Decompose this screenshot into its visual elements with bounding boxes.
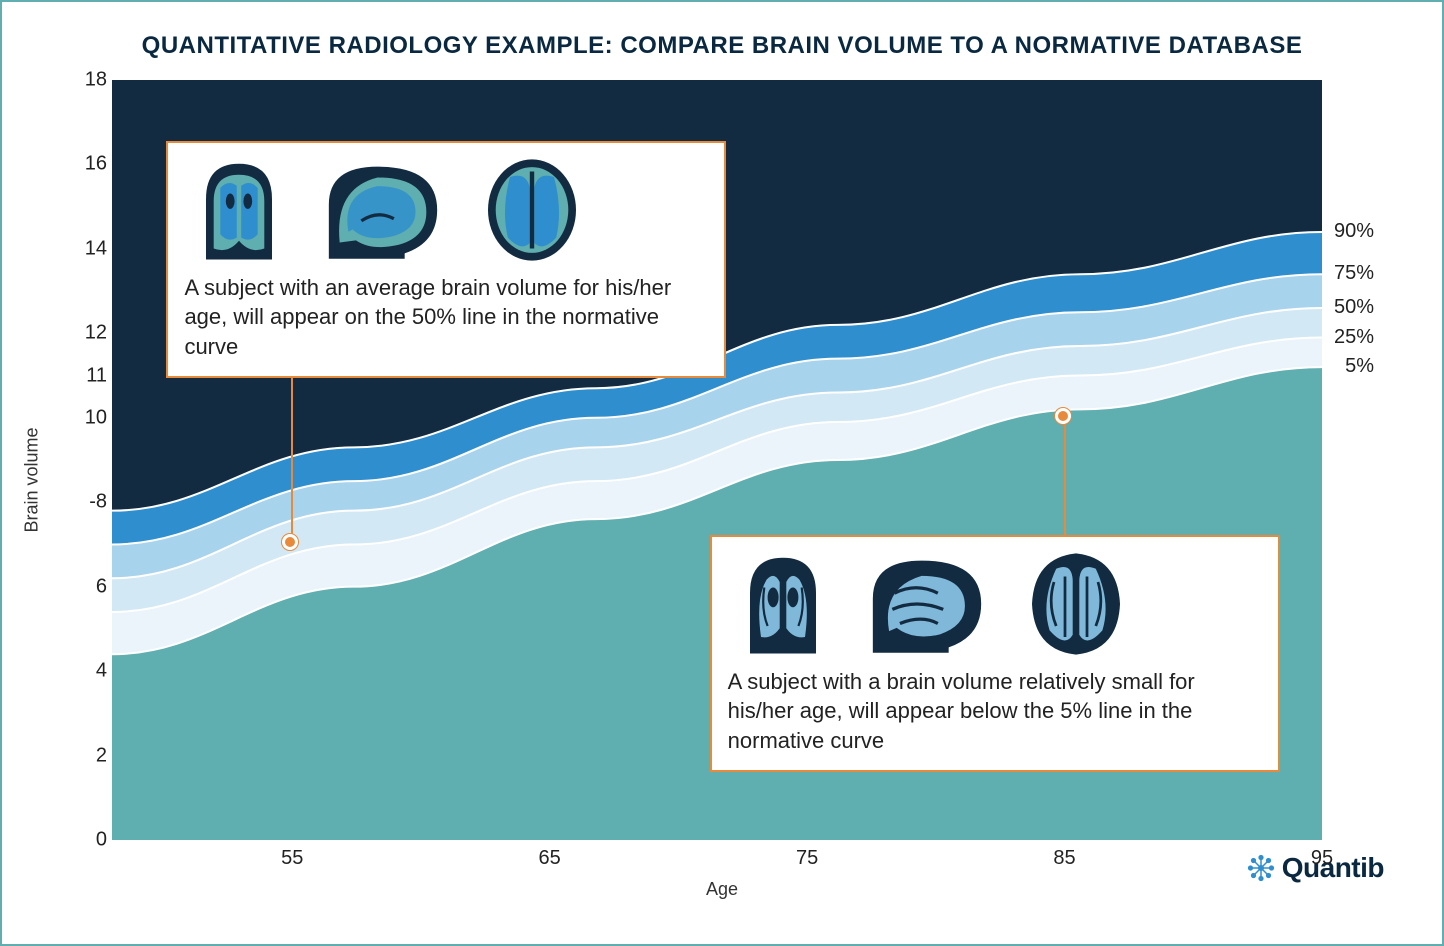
chart-title: QUANTITATIVE RADIOLOGY EXAMPLE: COMPARE … xyxy=(42,32,1402,60)
percentile-label: 50% xyxy=(1334,296,1374,319)
x-tick: 55 xyxy=(281,847,303,870)
brain-row-healthy xyxy=(184,155,708,265)
brain-sagittal-icon xyxy=(318,155,448,265)
y-tick: 4 xyxy=(77,660,107,683)
y-tick: 11 xyxy=(77,364,107,387)
y-tick: -8 xyxy=(77,491,107,514)
plot-region: A subject with an average brain volume f… xyxy=(112,80,1322,840)
y-tick: 12 xyxy=(77,322,107,345)
y-tick: 18 xyxy=(77,69,107,92)
chart-area: Brain volume Age xyxy=(42,70,1402,890)
x-axis-label: Age xyxy=(706,879,738,900)
y-tick: 10 xyxy=(77,406,107,429)
y-tick: 6 xyxy=(77,575,107,598)
brain-axial-icon xyxy=(472,155,592,265)
callout-average-text: A subject with an average brain volume f… xyxy=(184,273,708,362)
brain-row-atrophy xyxy=(728,549,1262,659)
leader-line-low xyxy=(1064,418,1066,535)
callout-low-volume: A subject with a brain volume relatively… xyxy=(710,535,1280,772)
x-tick: 85 xyxy=(1053,847,1075,870)
y-axis-label: Brain volume xyxy=(22,427,43,532)
x-tick: 75 xyxy=(796,847,818,870)
brain-coronal-atrophy-icon xyxy=(728,549,838,659)
marker-dot-low xyxy=(1055,408,1071,424)
leader-line-avg xyxy=(291,378,293,545)
percentile-label: 75% xyxy=(1334,262,1374,285)
y-tick: 14 xyxy=(77,237,107,260)
callout-average: A subject with an average brain volume f… xyxy=(166,141,726,378)
y-tick: 0 xyxy=(77,829,107,852)
brain-sagittal-atrophy-icon xyxy=(862,549,992,659)
percentile-label: 5% xyxy=(1345,355,1374,378)
percentile-label: 90% xyxy=(1334,220,1374,243)
y-tick: 2 xyxy=(77,744,107,767)
y-tick: 16 xyxy=(77,153,107,176)
brain-axial-atrophy-icon xyxy=(1016,549,1136,659)
x-tick: 65 xyxy=(539,847,561,870)
x-tick: 95 xyxy=(1311,847,1333,870)
percentile-label: 25% xyxy=(1334,326,1374,349)
infographic-frame: QUANTITATIVE RADIOLOGY EXAMPLE: COMPARE … xyxy=(0,0,1444,946)
brand-mark-icon xyxy=(1246,853,1276,883)
brain-coronal-icon xyxy=(184,155,294,265)
callout-low-text: A subject with a brain volume relatively… xyxy=(728,667,1262,756)
